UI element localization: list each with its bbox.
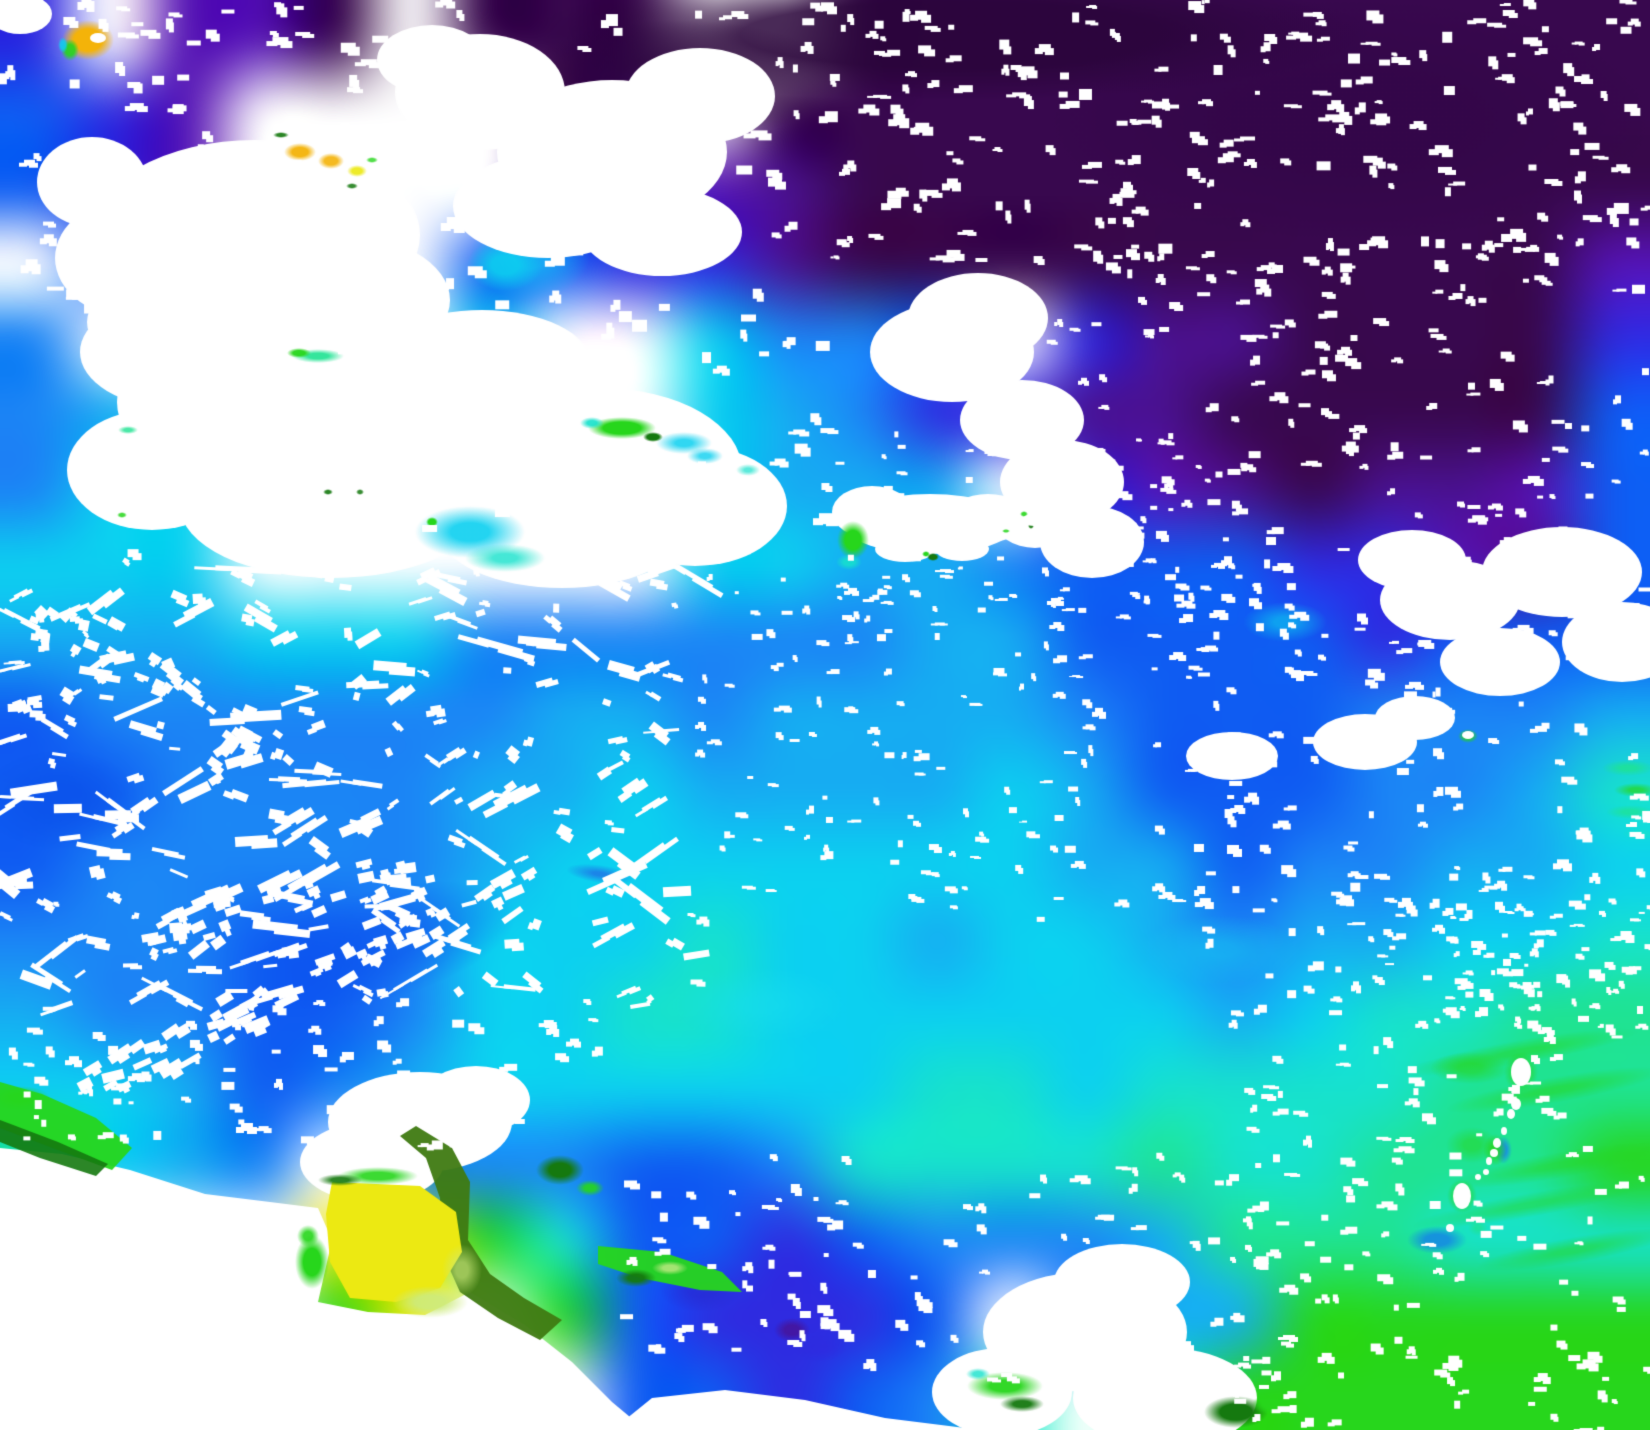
- caribbean-ocean-color-map: [0, 0, 1650, 1430]
- chlorophyll-raster-canvas: [0, 0, 1650, 1430]
